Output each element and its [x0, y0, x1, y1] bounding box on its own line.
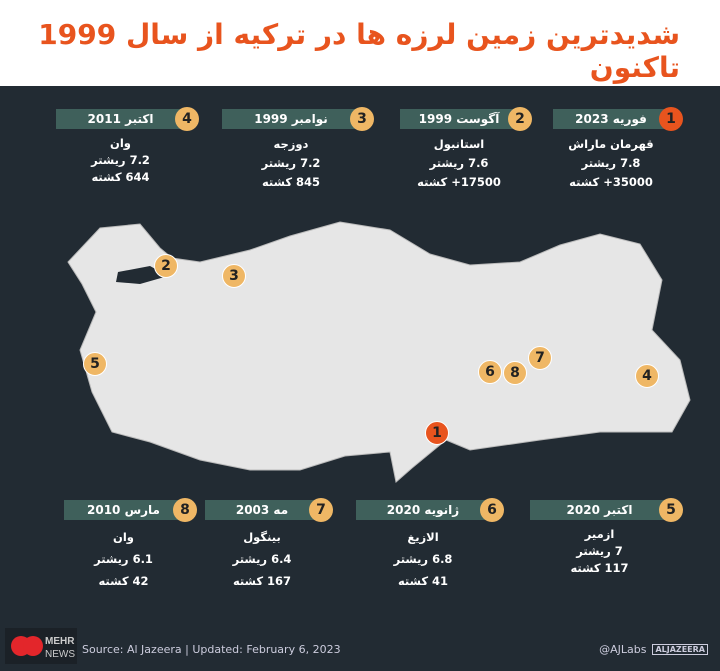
event-number: 3 [350, 107, 374, 131]
map-marker-1[interactable]: 1 [425, 421, 449, 445]
aljazeera-brand: @AJLabs ALJAZEERA [599, 643, 708, 656]
event-number: 2 [508, 107, 532, 131]
page-title: شدیدترین زمین لرزه ها در ترکیه از سال 19… [38, 18, 680, 84]
event-deaths: 167 کشته [232, 574, 292, 588]
event-number: 7 [309, 498, 333, 522]
event-date: فوریه 2023 [553, 109, 669, 129]
event-date: ژانویه 2020 [356, 500, 490, 520]
event-place: استانبول [433, 137, 485, 151]
event-magnitude: 7 ریشتر [576, 544, 623, 558]
map-marker-3[interactable]: 3 [222, 264, 246, 288]
event-number: 5 [659, 498, 683, 522]
mehr-news-logo: MEHR NEWS [5, 628, 77, 664]
source-text: Source: Al Jazeera | Updated: February 6… [82, 643, 341, 656]
svg-text:MEHR: MEHR [45, 636, 75, 647]
event-magnitude: 6.4 ریشتر [232, 552, 292, 566]
map-marker-4[interactable]: 4 [635, 364, 659, 388]
turkey-land [67, 221, 691, 483]
map-marker-5[interactable]: 5 [83, 352, 107, 376]
event-date: مه 2003 [205, 500, 319, 520]
map-marker-6[interactable]: 6 [478, 360, 502, 384]
event-place: وان [110, 136, 131, 150]
event-place: الازیغ [407, 530, 439, 544]
event-number: 8 [173, 498, 197, 522]
event-magnitude: 7.8 ریشتر [581, 156, 641, 170]
event-place: وان [113, 530, 134, 544]
event-magnitude: 7.2 ریشتر [261, 156, 321, 170]
event-magnitude: 6.1 ریشتر [94, 552, 153, 566]
event-deaths: 41 کشته [397, 574, 449, 588]
event-number: 6 [480, 498, 504, 522]
map-marker-8[interactable]: 8 [503, 361, 527, 385]
map-marker-2[interactable]: 2 [154, 254, 178, 278]
event-number: 4 [175, 107, 199, 131]
svg-text:NEWS: NEWS [45, 649, 75, 660]
event-date: مارس 2010 [64, 500, 183, 520]
event-date: نوامبر 1999 [222, 109, 360, 129]
aj-handle: @AJLabs [599, 643, 647, 656]
event-number: 1 [659, 107, 683, 131]
event-deaths: 117 کشته [570, 561, 629, 575]
event-date: آگوست 1999 [400, 109, 518, 129]
event-deaths: 42 کشته [98, 574, 149, 588]
event-deaths: 845 کشته [261, 175, 321, 189]
event-date: اکتبر 2011 [56, 109, 185, 129]
event-deaths: 35000+ کشته [569, 175, 653, 189]
event-place: قهرمان ماراش [568, 137, 654, 151]
event-deaths: 644 کشته [91, 170, 150, 184]
event-deaths: 17500+ کشته [417, 175, 501, 189]
event-date: اکتبر 2020 [530, 500, 669, 520]
event-place: ازمیر [584, 527, 615, 541]
event-magnitude: 7.6 ریشتر [429, 156, 489, 170]
map-marker-7[interactable]: 7 [528, 346, 552, 370]
event-place: دوزجه [273, 137, 309, 151]
event-place: بینگول [243, 530, 281, 544]
event-magnitude: 6.8 ریشتر [393, 552, 453, 566]
event-magnitude: 7.2 ریشتر [91, 153, 150, 167]
aljazeera-logo: ALJAZEERA [652, 644, 708, 655]
